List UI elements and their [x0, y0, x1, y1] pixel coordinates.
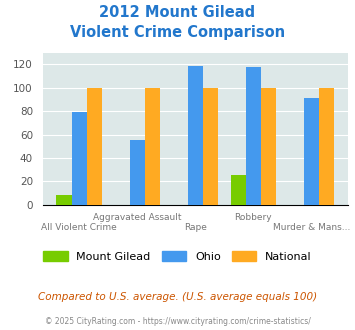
Text: Robbery: Robbery: [235, 213, 272, 222]
Text: 2012 Mount Gilead: 2012 Mount Gilead: [99, 5, 256, 20]
Bar: [87, 88, 102, 205]
Bar: [72, 112, 87, 205]
Bar: [319, 88, 334, 205]
Text: Rape: Rape: [184, 223, 207, 232]
Text: Violent Crime Comparison: Violent Crime Comparison: [70, 25, 285, 40]
Bar: [203, 88, 218, 205]
Bar: [56, 195, 72, 205]
Bar: [188, 66, 203, 205]
Text: Murder & Mans...: Murder & Mans...: [273, 223, 350, 232]
Text: Compared to U.S. average. (U.S. average equals 100): Compared to U.S. average. (U.S. average …: [38, 292, 317, 302]
Bar: [304, 98, 319, 205]
Text: Aggravated Assault: Aggravated Assault: [93, 213, 181, 222]
Bar: [130, 140, 145, 205]
Bar: [145, 88, 160, 205]
Bar: [231, 176, 246, 205]
Bar: [261, 88, 276, 205]
Text: © 2025 CityRating.com - https://www.cityrating.com/crime-statistics/: © 2025 CityRating.com - https://www.city…: [45, 317, 310, 326]
Bar: [246, 67, 261, 205]
Legend: Mount Gilead, Ohio, National: Mount Gilead, Ohio, National: [39, 247, 316, 266]
Text: All Violent Crime: All Violent Crime: [41, 223, 117, 232]
